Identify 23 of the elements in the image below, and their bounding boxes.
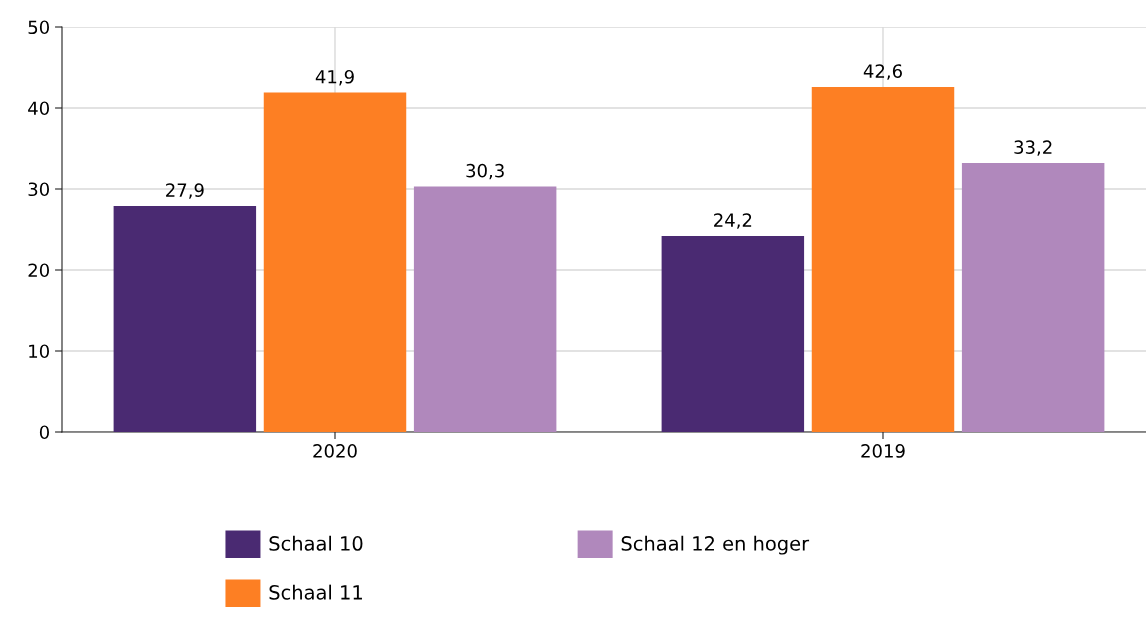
legend-label: Schaal 10: [269, 535, 363, 551]
data-label: 33,2: [1014, 140, 1052, 156]
data-label: 42,6: [863, 64, 902, 80]
y-tick-label: 20: [28, 263, 49, 278]
data-label: 41,9: [315, 69, 354, 86]
y-tick-label: 10: [29, 344, 49, 359]
legend-label: Schaal 12 en hoger: [621, 535, 810, 555]
bar: [413, 186, 557, 432]
bar: [811, 86, 955, 432]
x-tick-label: 2020: [313, 444, 357, 458]
y-tick-label: 0: [39, 425, 49, 440]
bar: [113, 206, 257, 432]
y-tick-label: 50: [28, 20, 49, 35]
x-tick-label: 2019: [861, 444, 905, 458]
data-label: 27,9: [166, 183, 204, 199]
bar: [263, 92, 407, 432]
data-label: 24,2: [714, 213, 752, 229]
legend-label: Schaal 11: [269, 584, 362, 600]
y-tick-label: 40: [28, 101, 49, 116]
data-label: 30,3: [466, 163, 504, 180]
bar: [961, 163, 1105, 432]
bar: [661, 235, 805, 432]
y-tick-label: 30: [28, 182, 49, 197]
